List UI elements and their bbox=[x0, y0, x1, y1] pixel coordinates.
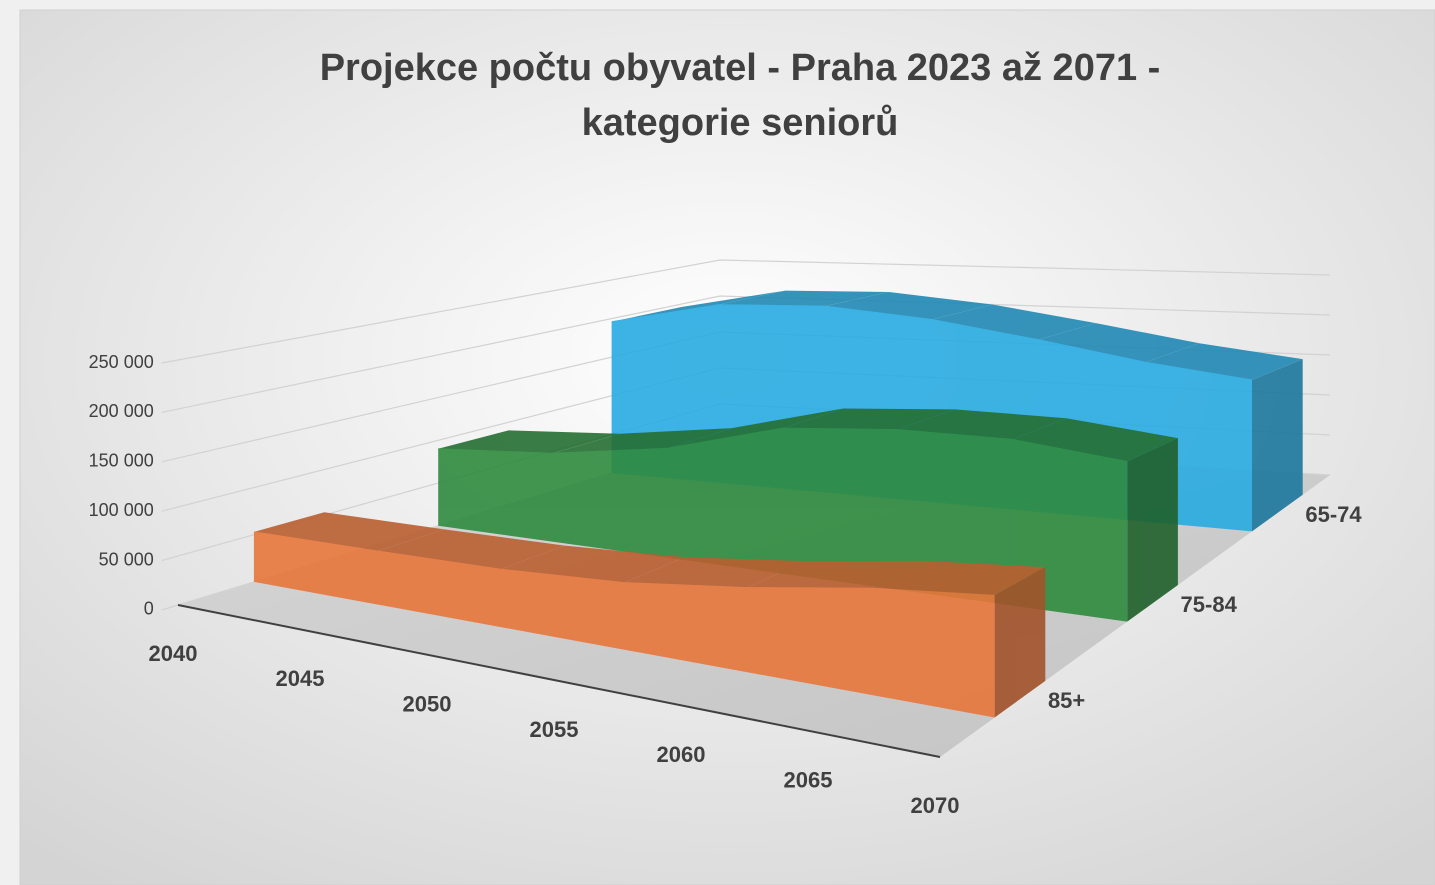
area-top bbox=[253, 512, 445, 551]
chart-title: Projekce počtu obyvatel - Praha 2023 až … bbox=[320, 47, 1161, 89]
x-axis bbox=[177, 604, 941, 758]
area-top bbox=[871, 560, 1046, 596]
series-label: 85+ bbox=[1048, 688, 1085, 713]
x-tick-label: 2065 bbox=[784, 767, 833, 792]
area-top bbox=[1145, 343, 1303, 380]
chart-title: kategorie seniorů bbox=[582, 102, 899, 144]
series-label: 65-74 bbox=[1305, 502, 1362, 527]
area-top bbox=[897, 409, 1067, 440]
x-tick-label: 2045 bbox=[276, 666, 325, 691]
area-top bbox=[667, 408, 844, 449]
area-top bbox=[377, 529, 565, 570]
area-edge bbox=[253, 531, 995, 596]
y-tick-label: 250 000 bbox=[89, 352, 154, 372]
y-tick-label: 50 000 bbox=[99, 549, 154, 569]
x-tick-label: 2070 bbox=[911, 793, 960, 818]
area-edge bbox=[438, 427, 1128, 462]
area-top bbox=[782, 408, 955, 430]
y-tick-label: 150 000 bbox=[89, 451, 154, 471]
area-side bbox=[1252, 359, 1303, 532]
area-top bbox=[1038, 323, 1200, 363]
area-top bbox=[553, 428, 732, 454]
area-side bbox=[994, 567, 1046, 718]
y-tick-label: 200 000 bbox=[89, 401, 154, 421]
area-top bbox=[438, 430, 621, 454]
x-tick-label: 2050 bbox=[403, 691, 452, 716]
series-label: 75-84 bbox=[1181, 592, 1238, 617]
area-top bbox=[825, 292, 993, 320]
area-top bbox=[624, 557, 805, 588]
x-tick-label: 2060 bbox=[657, 742, 706, 767]
area-front bbox=[253, 531, 995, 718]
grid-line bbox=[161, 295, 1331, 413]
area-top bbox=[747, 560, 926, 589]
area-top bbox=[931, 304, 1096, 340]
x-tick-label: 2040 bbox=[149, 641, 198, 666]
area-top bbox=[611, 290, 786, 322]
area-edge bbox=[611, 304, 1253, 381]
x-tick-label: 2055 bbox=[530, 717, 579, 742]
series-2 bbox=[253, 512, 1046, 718]
y-tick-label: 0 bbox=[144, 599, 154, 619]
grid-line bbox=[161, 259, 1331, 364]
area-side bbox=[1127, 438, 1178, 622]
area-top bbox=[500, 545, 685, 583]
area-top bbox=[1012, 418, 1178, 462]
area-top bbox=[718, 290, 889, 307]
y-tick-label: 100 000 bbox=[89, 500, 154, 520]
